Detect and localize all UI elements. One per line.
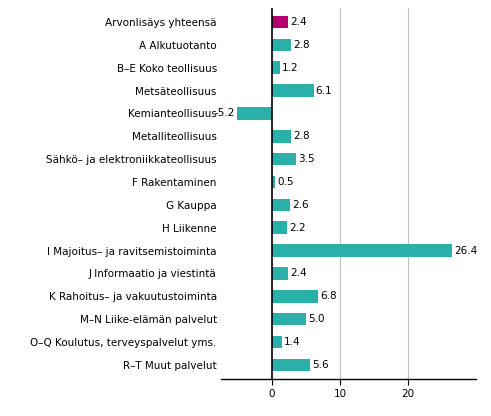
Text: 1.2: 1.2 [282,63,299,73]
Text: 2.8: 2.8 [293,40,310,50]
Bar [272,221,287,234]
Bar [272,130,291,143]
Bar [272,336,281,348]
Bar [272,359,310,371]
Bar [272,290,318,302]
Bar [272,153,296,166]
Text: 3.5: 3.5 [298,154,315,164]
Text: 2.4: 2.4 [290,268,307,278]
Bar [272,244,452,257]
Bar [272,176,275,188]
Text: 1.4: 1.4 [284,337,300,347]
Bar [272,84,314,97]
Text: 2.6: 2.6 [292,200,308,210]
Text: 2.4: 2.4 [290,17,307,27]
Text: 5.0: 5.0 [308,314,325,324]
Bar [272,16,288,28]
Bar [272,62,280,74]
Text: 0.5: 0.5 [277,177,294,187]
Bar [272,313,306,325]
Text: 2.2: 2.2 [289,223,306,233]
Text: -5.2: -5.2 [214,109,235,119]
Text: 26.4: 26.4 [454,245,477,255]
Bar [237,107,272,120]
Text: 6.1: 6.1 [316,86,332,96]
Bar [272,198,290,211]
Bar [272,39,291,51]
Text: 2.8: 2.8 [293,131,310,141]
Text: 5.6: 5.6 [312,360,329,370]
Bar [272,267,288,280]
Text: 6.8: 6.8 [320,291,337,301]
